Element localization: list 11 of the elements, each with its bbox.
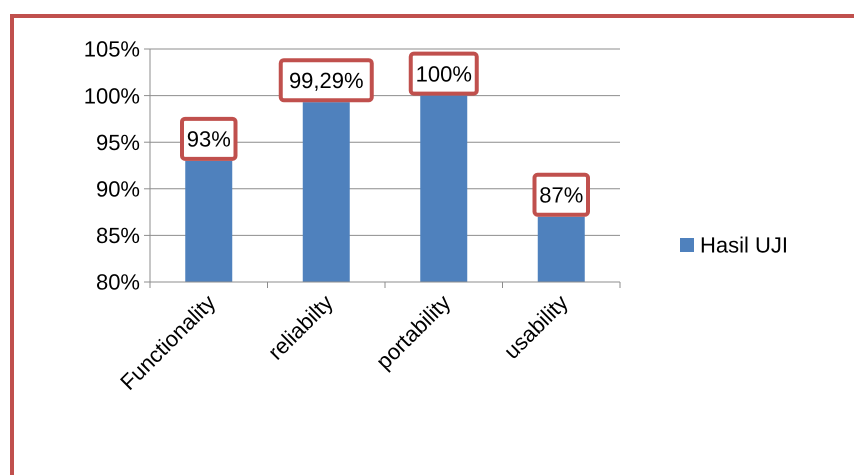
y-tick-label: 85% bbox=[96, 223, 140, 248]
y-tick-label: 95% bbox=[96, 130, 140, 155]
data-label: 99,29% bbox=[288, 68, 364, 93]
y-tick-label: 100% bbox=[84, 83, 140, 108]
y-tick-label: 105% bbox=[84, 36, 140, 62]
data-label: 87% bbox=[539, 182, 584, 208]
data-label: 93% bbox=[186, 126, 231, 152]
y-tick-label: 90% bbox=[96, 176, 140, 202]
legend-label: Hasil UJI bbox=[700, 232, 788, 258]
y-tick-label: 80% bbox=[96, 270, 140, 295]
data-label: 100% bbox=[416, 61, 472, 86]
